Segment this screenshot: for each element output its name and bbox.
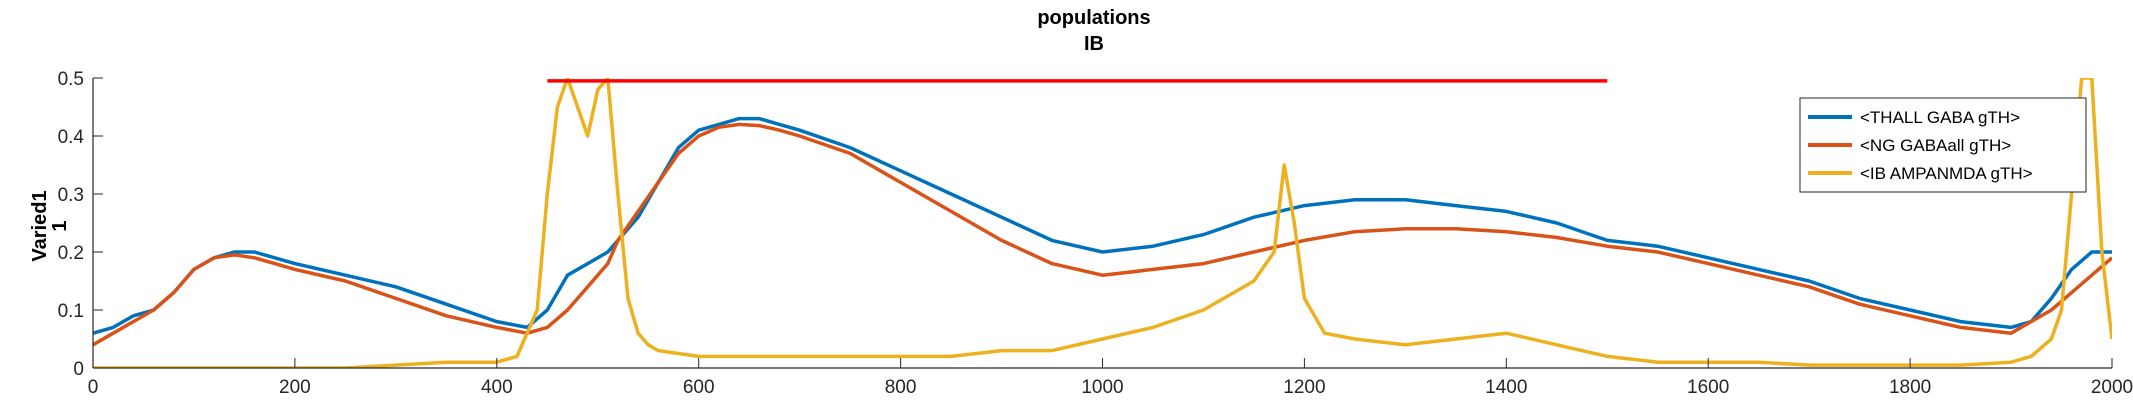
- axes: 0 200 400 600 800 1000 1200 1400 1600 1800 2000 0 0.…: [58, 69, 2133, 398]
- legend-label-ng-gabaall-gth: <NG GABAall gTH>: [1860, 136, 2011, 155]
- legend-label-thall-gaba-gth: <THALL GABA gTH>: [1860, 108, 2020, 127]
- x-tick-label-1400: 1400: [1485, 377, 1527, 398]
- legend-label-ib-ampanmda-gth: <IB AMPANMDA gTH>: [1860, 164, 2033, 183]
- chart-title: populations: [1037, 7, 1150, 29]
- x-tick-label-600: 600: [683, 377, 715, 398]
- x-tick-label-1600: 1600: [1687, 377, 1729, 398]
- chart-subtitle: IB: [1084, 33, 1104, 55]
- y-axis-label: Varied1 1: [29, 190, 71, 261]
- legend: <THALL GABA gTH> <NG GABAall gTH> <IB AMPA…: [1799, 97, 2087, 193]
- x-tick-label-800: 800: [885, 377, 917, 398]
- y-tick-label-0.1: 0.1: [58, 301, 84, 322]
- x-tick-label-1000: 1000: [1081, 377, 1123, 398]
- x-tick-label-2000: 2000: [2091, 377, 2133, 398]
- x-tick-label-1800: 1800: [1889, 377, 1931, 398]
- y-tick-label-0.5: 0.5: [58, 69, 84, 90]
- y-axis-label-line1: Varied1: [29, 190, 51, 261]
- y-tick-label-0.3: 0.3: [58, 185, 84, 206]
- x-tick-label-0: 0: [88, 377, 99, 398]
- y-tick-label-0.2: 0.2: [58, 243, 84, 264]
- plot-area: [93, 78, 2112, 368]
- series-line-ib-ampanmda-gth: [93, 78, 2112, 368]
- x-tick-label-200: 200: [279, 377, 311, 398]
- series-line-ng-gabaall-gth: [93, 122, 2112, 347]
- x-tick-label-400: 400: [481, 377, 513, 398]
- y-tick-label-0: 0: [73, 359, 84, 380]
- series-line-thall-gaba-gth: [93, 116, 2112, 335]
- y-tick-label-0.4: 0.4: [58, 127, 85, 148]
- y-axis-label-line2: 1: [49, 220, 71, 231]
- x-tick-label-1200: 1200: [1283, 377, 1325, 398]
